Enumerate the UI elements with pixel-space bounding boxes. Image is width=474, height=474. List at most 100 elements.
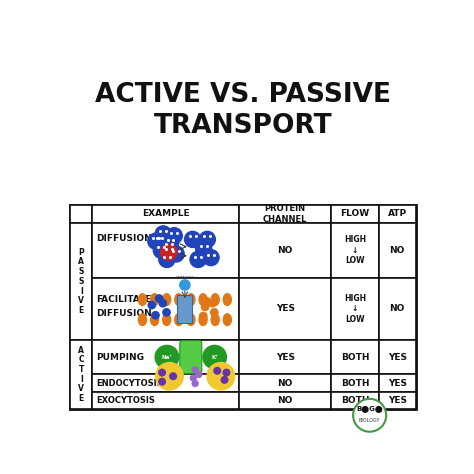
Text: B⬤G⬤: B⬤G⬤ xyxy=(356,406,383,413)
Ellipse shape xyxy=(199,294,207,305)
Text: PROTEIN
CHANNEL: PROTEIN CHANNEL xyxy=(263,204,307,224)
Text: BOTH: BOTH xyxy=(341,379,369,388)
Bar xyxy=(239,374,331,392)
Ellipse shape xyxy=(163,294,171,305)
Bar xyxy=(70,205,416,409)
Bar xyxy=(379,392,416,409)
Circle shape xyxy=(159,251,175,267)
Text: BOTH: BOTH xyxy=(341,396,369,405)
Text: FLOW: FLOW xyxy=(340,210,370,219)
Text: OSMOSIS: OSMOSIS xyxy=(175,276,194,280)
Circle shape xyxy=(200,312,207,319)
Ellipse shape xyxy=(187,314,195,326)
Circle shape xyxy=(152,233,168,249)
Ellipse shape xyxy=(151,314,159,326)
Circle shape xyxy=(163,235,179,251)
Text: YES: YES xyxy=(276,304,295,313)
Text: NO: NO xyxy=(390,304,405,313)
Circle shape xyxy=(190,251,206,267)
Circle shape xyxy=(161,244,177,260)
Circle shape xyxy=(353,399,386,432)
Text: EXOCYTOSIS: EXOCYTOSIS xyxy=(96,396,155,405)
Bar xyxy=(92,223,239,278)
Circle shape xyxy=(210,309,218,316)
Circle shape xyxy=(180,280,190,290)
Text: P
A
S
S
I
V
E: P A S S I V E xyxy=(78,248,84,315)
Text: NO: NO xyxy=(390,246,405,255)
Bar xyxy=(70,223,92,340)
Bar xyxy=(239,223,331,278)
Bar xyxy=(239,340,331,374)
Circle shape xyxy=(153,242,170,258)
Circle shape xyxy=(214,367,220,374)
Text: DIFFUSION: DIFFUSION xyxy=(96,309,152,318)
Text: BOTH: BOTH xyxy=(341,353,369,362)
Bar xyxy=(92,205,239,223)
Circle shape xyxy=(170,373,176,380)
Text: YES: YES xyxy=(388,379,407,388)
FancyBboxPatch shape xyxy=(177,295,192,323)
Text: Na⁺: Na⁺ xyxy=(161,355,173,360)
Ellipse shape xyxy=(175,294,183,305)
Ellipse shape xyxy=(155,363,183,390)
Bar xyxy=(331,340,379,374)
Circle shape xyxy=(166,228,182,244)
Ellipse shape xyxy=(151,294,159,305)
Text: TRANSPORT: TRANSPORT xyxy=(154,113,332,139)
Ellipse shape xyxy=(199,314,207,326)
Bar xyxy=(379,374,416,392)
Bar xyxy=(70,340,92,409)
Bar xyxy=(379,223,416,278)
Text: YES: YES xyxy=(276,353,295,362)
Circle shape xyxy=(159,300,166,307)
Bar xyxy=(379,340,416,374)
Circle shape xyxy=(209,300,216,307)
Text: FACILITATED: FACILITATED xyxy=(96,295,159,304)
Circle shape xyxy=(163,309,170,316)
Text: ENDOCYTOSIS: ENDOCYTOSIS xyxy=(96,379,163,388)
Circle shape xyxy=(201,303,209,310)
Bar xyxy=(379,278,416,340)
Bar xyxy=(239,205,331,223)
Ellipse shape xyxy=(211,294,219,305)
Circle shape xyxy=(191,375,196,381)
Text: DIFFUSION: DIFFUSION xyxy=(96,234,152,243)
Ellipse shape xyxy=(223,314,231,326)
Bar xyxy=(239,392,331,409)
Text: BIOLOGY: BIOLOGY xyxy=(359,418,381,423)
Ellipse shape xyxy=(138,294,146,305)
Ellipse shape xyxy=(223,294,231,305)
Bar xyxy=(92,340,239,374)
Ellipse shape xyxy=(211,314,219,326)
Circle shape xyxy=(203,298,210,305)
Circle shape xyxy=(196,240,212,256)
Circle shape xyxy=(192,367,198,373)
Circle shape xyxy=(155,295,163,302)
Text: A
C
T
I
V
E: A C T I V E xyxy=(78,346,84,403)
Circle shape xyxy=(168,246,184,262)
Circle shape xyxy=(203,250,219,265)
Ellipse shape xyxy=(163,314,171,326)
Circle shape xyxy=(152,311,159,319)
Ellipse shape xyxy=(207,363,235,390)
Text: ACTIVE VS. PASSIVE: ACTIVE VS. PASSIVE xyxy=(95,82,391,108)
Circle shape xyxy=(155,346,179,369)
Circle shape xyxy=(192,381,198,386)
Text: YES: YES xyxy=(388,353,407,362)
Circle shape xyxy=(161,238,177,255)
Ellipse shape xyxy=(138,314,146,326)
Circle shape xyxy=(223,369,230,376)
Text: EXAMPLE: EXAMPLE xyxy=(142,210,190,219)
Ellipse shape xyxy=(175,314,183,326)
Text: ATP: ATP xyxy=(388,210,407,219)
Bar xyxy=(331,374,379,392)
Text: HIGH
↓
LOW: HIGH ↓ LOW xyxy=(344,236,366,265)
Text: PUMPING: PUMPING xyxy=(96,353,144,362)
Text: NO: NO xyxy=(277,379,293,388)
Circle shape xyxy=(155,226,171,242)
Text: HIGH
↓
LOW: HIGH ↓ LOW xyxy=(344,294,366,324)
Circle shape xyxy=(159,378,165,385)
Bar xyxy=(379,205,416,223)
Text: NO: NO xyxy=(277,246,293,255)
Bar xyxy=(331,205,379,223)
